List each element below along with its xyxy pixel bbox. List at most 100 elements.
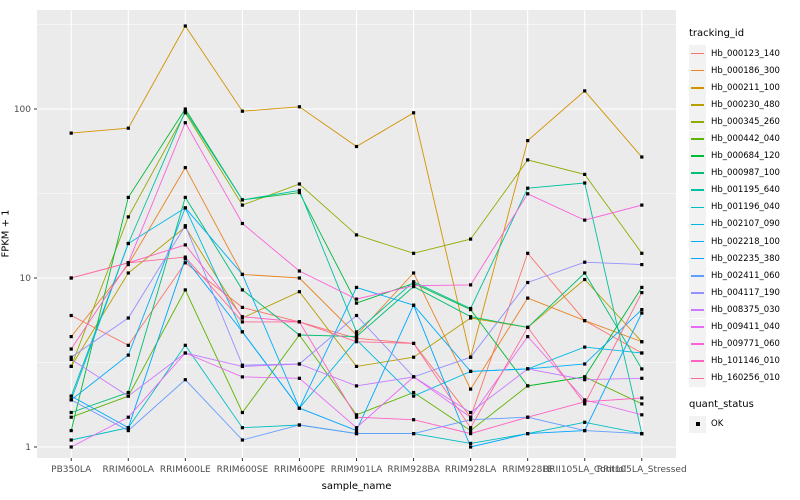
data-point: [183, 351, 187, 355]
line-swatch-icon: [691, 343, 704, 345]
data-point: [69, 276, 73, 280]
data-point: [297, 423, 301, 427]
legend-item: Hb_000684_120: [689, 147, 799, 165]
data-point: [240, 109, 244, 113]
data-point: [583, 277, 587, 282]
data-point: [183, 378, 187, 382]
data-point: [354, 340, 359, 344]
data-point: [183, 288, 187, 292]
series-color-swatch: [689, 164, 706, 182]
data-point: [469, 426, 473, 430]
data-point: [583, 429, 587, 433]
line-swatch-icon: [691, 377, 704, 380]
series-color-swatch: [689, 45, 706, 63]
data-point: [583, 400, 587, 404]
legend-item: Hb_009411_040: [689, 318, 799, 336]
x-tick-label: RRII105LA_Stressed: [597, 465, 687, 475]
legend-item: Hb_002218_100: [689, 233, 799, 251]
data-point: [354, 384, 359, 388]
legend-item-label: Hb_002218_100: [711, 236, 780, 247]
data-point: [126, 261, 130, 265]
data-point: [126, 316, 130, 320]
data-point: [183, 243, 187, 247]
data-point: [354, 426, 359, 430]
data-point: [240, 438, 244, 442]
legend-item-label: Hb_160256_010: [711, 373, 780, 384]
data-point: [240, 272, 244, 276]
data-point: [126, 415, 130, 419]
data-point: [640, 351, 644, 355]
data-point: [297, 191, 301, 195]
data-point: [583, 319, 587, 323]
data-point: [354, 429, 359, 433]
data-point: [240, 315, 244, 319]
y-tick-label: 100: [14, 105, 31, 115]
data-point: [126, 429, 130, 433]
legend-item-label: Hb_000987_100: [711, 168, 780, 179]
data-point: [240, 288, 244, 292]
legend-item-quant-ok: OK: [689, 415, 799, 433]
data-point: [640, 251, 644, 255]
data-point: [69, 347, 73, 351]
data-point: [469, 315, 473, 319]
legend-title-tracking-id: tracking_id: [689, 28, 745, 39]
legend-item-label: Hb_008375_030: [711, 304, 780, 315]
data-point: [183, 121, 187, 125]
data-point: [126, 241, 130, 246]
series-color-swatch: [689, 79, 706, 97]
data-point: [640, 402, 644, 406]
data-point: [526, 158, 530, 162]
legend-item-label: Hb_000345_260: [711, 116, 780, 127]
data-point: [583, 362, 587, 366]
y-tick-label: 10: [20, 274, 32, 284]
line-swatch-icon: [691, 86, 704, 89]
data-point: [354, 285, 359, 289]
legend: tracking_id Hb_000123_140 Hb_000186_300 Hb…: [689, 28, 799, 433]
data-point: [297, 362, 301, 366]
legend-item: Hb_001196_040: [689, 198, 799, 216]
x-tick-label: RRII105LA_Control: [543, 465, 626, 475]
data-point: [354, 415, 359, 419]
line-swatch-icon: [691, 52, 704, 55]
data-point: [354, 330, 359, 334]
data-point: [126, 271, 130, 275]
legend-item: Hb_000345_260: [689, 113, 799, 131]
data-point: [183, 24, 187, 28]
data-point: [412, 432, 416, 436]
legend-item-label: Hb_000230_480: [711, 99, 780, 110]
data-point: [583, 89, 587, 93]
data-point: [69, 357, 73, 361]
data-point: [354, 432, 359, 436]
data-point: [469, 441, 473, 445]
series-color-swatch: [689, 215, 706, 233]
data-point: [354, 338, 359, 342]
data-point: [469, 410, 473, 415]
data-point: [183, 206, 187, 210]
data-point: [640, 311, 644, 315]
data-point: [526, 139, 530, 143]
data-point: [297, 269, 301, 273]
legend-item-label: Hb_002235_380: [711, 253, 780, 264]
data-point: [526, 367, 530, 371]
data-point: [583, 375, 587, 379]
legend-item: Hb_160256_010: [689, 369, 799, 387]
legend-item: Hb_000442_040: [689, 130, 799, 148]
data-point: [126, 353, 130, 357]
data-point: [526, 335, 530, 339]
line-swatch-icon: [691, 360, 704, 363]
data-point: [354, 233, 359, 237]
data-point: [526, 280, 530, 285]
data-point: [183, 343, 187, 347]
data-point: [240, 330, 244, 334]
series-color-swatch: [689, 130, 706, 148]
data-point: [126, 426, 130, 430]
data-point: [240, 198, 244, 202]
data-point: [412, 390, 416, 395]
series-color-swatch: [689, 267, 706, 285]
line-swatch-icon: [691, 309, 704, 311]
data-point: [469, 387, 473, 391]
data-point: [354, 297, 359, 301]
x-tick-label: RRIM600LE: [160, 465, 211, 475]
legend-item: Hb_000230_480: [689, 96, 799, 114]
